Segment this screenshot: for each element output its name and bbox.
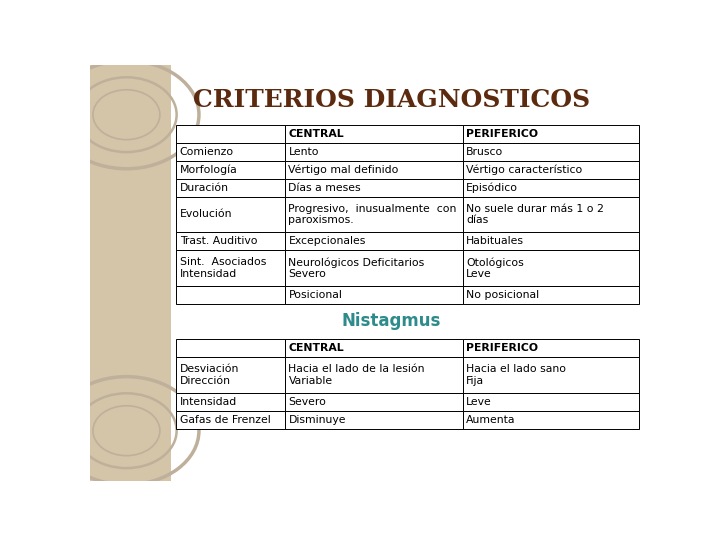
Text: Brusco: Brusco (467, 147, 503, 157)
Bar (285, 411, 463, 429)
Bar (176, 339, 285, 357)
Text: Excepcionales: Excepcionales (289, 237, 366, 246)
Bar (176, 125, 285, 143)
Text: Comienzo: Comienzo (180, 147, 234, 157)
Text: Trast. Auditivo: Trast. Auditivo (180, 237, 257, 246)
Text: No posicional: No posicional (467, 290, 539, 300)
Bar (176, 232, 285, 250)
Text: Otológicos
Leve: Otológicos Leve (467, 257, 524, 279)
Bar (285, 197, 463, 232)
Text: Vértigo característico: Vértigo característico (467, 165, 582, 175)
Text: Severo: Severo (289, 397, 326, 407)
Bar (176, 197, 285, 232)
Bar (285, 125, 463, 143)
Bar (285, 250, 463, 286)
Text: Nistagmus: Nistagmus (341, 312, 441, 329)
Text: Leve: Leve (467, 397, 492, 407)
Text: Hacia el lado de la lesión
Variable: Hacia el lado de la lesión Variable (289, 364, 425, 386)
Text: Sint.  Asociados
Intensidad: Sint. Asociados Intensidad (180, 258, 266, 279)
Text: Desviación
Dirección: Desviación Dirección (180, 364, 239, 386)
Bar (285, 232, 463, 250)
Text: Intensidad: Intensidad (180, 397, 237, 407)
Bar (285, 161, 463, 179)
Text: Episódico: Episódico (467, 183, 518, 193)
Text: No suele durar más 1 o 2
días: No suele durar más 1 o 2 días (467, 204, 604, 225)
Text: Posicional: Posicional (289, 290, 342, 300)
Bar (463, 286, 639, 304)
Bar (463, 357, 639, 393)
Bar (176, 250, 285, 286)
Text: Progresivo,  inusualmente  con
paroxismos.: Progresivo, inusualmente con paroxismos. (289, 204, 456, 225)
Text: Aumenta: Aumenta (467, 415, 516, 424)
Bar (176, 143, 285, 161)
Bar (176, 161, 285, 179)
Text: PERIFERICO: PERIFERICO (467, 129, 539, 139)
Bar (90, 65, 171, 481)
Text: Morfología: Morfología (180, 165, 238, 175)
Bar (176, 357, 285, 393)
Text: Días a meses: Días a meses (289, 183, 361, 193)
Bar (176, 179, 285, 197)
Bar (463, 143, 639, 161)
Text: Evolución: Evolución (180, 210, 233, 219)
Bar (285, 143, 463, 161)
Bar (285, 179, 463, 197)
Text: Duración: Duración (180, 183, 229, 193)
Bar (463, 232, 639, 250)
Text: Hacia el lado sano
Fija: Hacia el lado sano Fija (467, 364, 567, 386)
Bar (463, 197, 639, 232)
Text: Lento: Lento (289, 147, 319, 157)
Bar (285, 286, 463, 304)
Bar (176, 286, 285, 304)
Text: PERIFERICO: PERIFERICO (467, 343, 539, 353)
Bar (463, 339, 639, 357)
Bar (463, 179, 639, 197)
Bar (176, 393, 285, 411)
Text: Neurológicos Deficitarios
Severo: Neurológicos Deficitarios Severo (289, 257, 425, 279)
Text: CENTRAL: CENTRAL (289, 343, 344, 353)
Text: Vértigo mal definido: Vértigo mal definido (289, 165, 399, 175)
Bar (463, 411, 639, 429)
Text: CRITERIOS DIAGNOSTICOS: CRITERIOS DIAGNOSTICOS (193, 88, 590, 112)
Bar (463, 125, 639, 143)
Bar (463, 161, 639, 179)
Text: Gafas de Frenzel: Gafas de Frenzel (180, 415, 271, 424)
Bar (285, 339, 463, 357)
Text: Habituales: Habituales (467, 237, 524, 246)
Bar (285, 393, 463, 411)
Bar (463, 250, 639, 286)
Text: Disminuye: Disminuye (289, 415, 346, 424)
Bar (176, 411, 285, 429)
Bar (463, 393, 639, 411)
Text: CENTRAL: CENTRAL (289, 129, 344, 139)
Bar (285, 357, 463, 393)
